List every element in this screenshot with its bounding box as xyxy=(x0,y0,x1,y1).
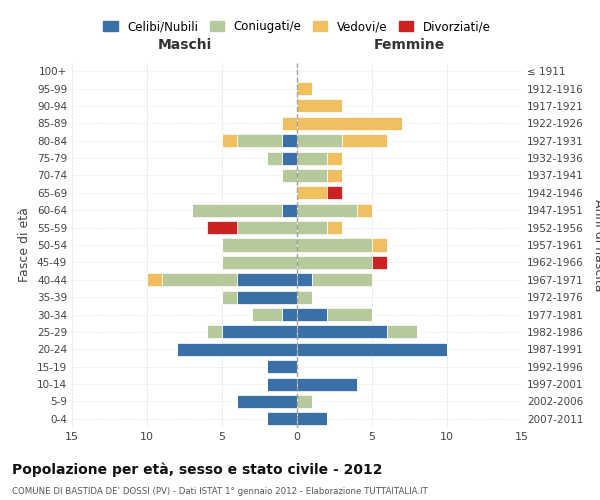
Bar xyxy=(372,238,387,252)
Bar xyxy=(327,308,372,321)
Bar xyxy=(282,169,297,182)
Bar xyxy=(312,273,372,286)
Bar xyxy=(282,134,297,147)
Bar xyxy=(267,360,297,373)
Bar xyxy=(237,395,297,408)
Bar xyxy=(237,221,297,234)
Bar xyxy=(237,273,297,286)
Bar xyxy=(297,256,372,269)
Bar xyxy=(297,238,372,252)
Bar xyxy=(297,117,402,130)
Bar xyxy=(222,238,297,252)
Bar xyxy=(267,152,282,164)
Bar xyxy=(297,186,327,200)
Text: Femmine: Femmine xyxy=(374,38,445,52)
Bar xyxy=(207,326,222,338)
Text: COMUNE DI BASTIDA DE' DOSSI (PV) - Dati ISTAT 1° gennaio 2012 - Elaborazione TUT: COMUNE DI BASTIDA DE' DOSSI (PV) - Dati … xyxy=(12,488,428,496)
Bar xyxy=(237,290,297,304)
Bar xyxy=(297,343,447,356)
Bar xyxy=(387,326,417,338)
Bar xyxy=(297,100,342,112)
Bar xyxy=(297,221,327,234)
Bar xyxy=(297,378,357,390)
Bar xyxy=(372,256,387,269)
Bar xyxy=(267,378,297,390)
Bar xyxy=(282,117,297,130)
Bar xyxy=(297,326,387,338)
Bar xyxy=(297,152,327,164)
Bar xyxy=(162,273,237,286)
Bar xyxy=(297,169,327,182)
Legend: Celibi/Nubili, Coniugati/e, Vedovi/e, Divorziati/e: Celibi/Nubili, Coniugati/e, Vedovi/e, Di… xyxy=(98,16,496,38)
Bar xyxy=(342,134,387,147)
Text: Maschi: Maschi xyxy=(157,38,212,52)
Bar xyxy=(297,290,312,304)
Bar xyxy=(297,308,327,321)
Bar xyxy=(357,204,372,217)
Bar xyxy=(282,204,297,217)
Y-axis label: Fasce di età: Fasce di età xyxy=(19,208,31,282)
Bar xyxy=(327,152,342,164)
Bar xyxy=(297,412,327,426)
Bar xyxy=(177,343,297,356)
Bar xyxy=(282,308,297,321)
Bar xyxy=(237,134,282,147)
Bar xyxy=(222,326,297,338)
Text: Popolazione per età, sesso e stato civile - 2012: Popolazione per età, sesso e stato civil… xyxy=(12,462,383,477)
Bar xyxy=(297,204,357,217)
Y-axis label: Anni di nascita: Anni di nascita xyxy=(592,198,600,291)
Bar xyxy=(252,308,282,321)
Bar xyxy=(297,82,312,95)
Bar xyxy=(192,204,282,217)
Bar xyxy=(297,273,312,286)
Bar xyxy=(222,134,237,147)
Bar xyxy=(282,152,297,164)
Bar xyxy=(327,186,342,200)
Bar xyxy=(207,221,237,234)
Bar xyxy=(222,290,237,304)
Bar xyxy=(327,169,342,182)
Bar xyxy=(267,412,297,426)
Bar xyxy=(297,134,342,147)
Bar xyxy=(222,256,297,269)
Bar xyxy=(327,221,342,234)
Bar xyxy=(297,395,312,408)
Bar xyxy=(147,273,162,286)
